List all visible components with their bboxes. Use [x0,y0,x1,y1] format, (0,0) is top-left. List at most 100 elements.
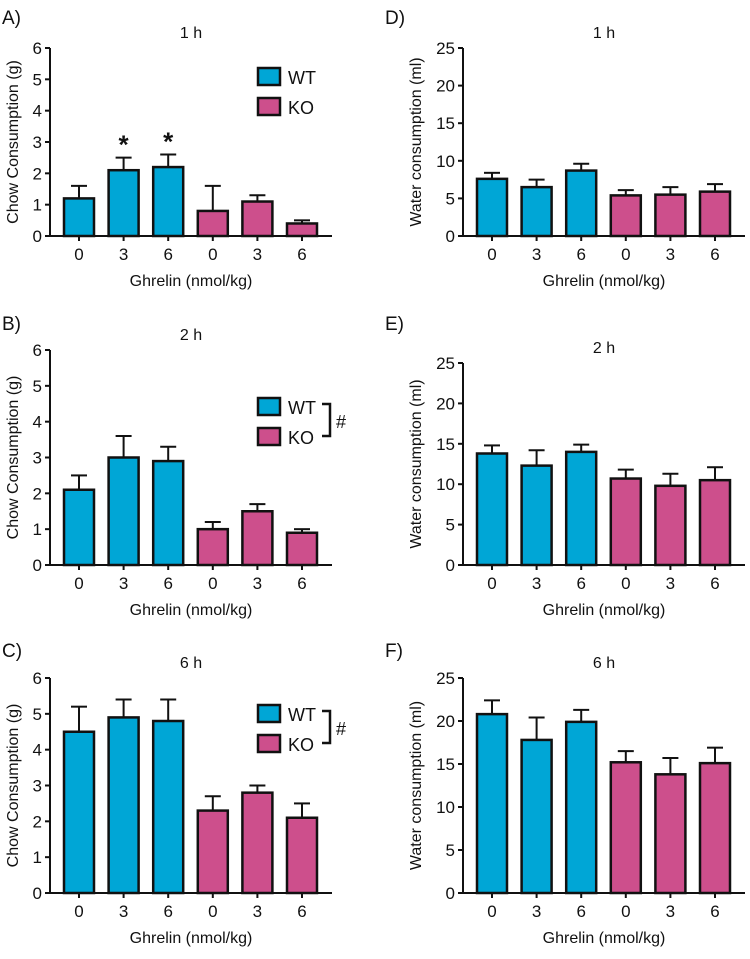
y-axis-label: Water consumption (ml) [408,379,425,548]
bar-wt [151,165,185,238]
y-tick-label: 6 [33,669,42,688]
panel-label: A) [2,8,21,29]
x-tick-label: 6 [576,245,585,264]
y-tick-label: 1 [33,196,42,215]
bar-ko [654,484,687,567]
x-axis-label: Ghrelin (nmol/kg) [543,930,666,947]
bar-ko [609,761,643,895]
y-axis-label: Chow Consumption (g) [5,60,22,224]
x-tick-label: 3 [119,245,128,264]
y-tick-label: 4 [33,102,42,121]
x-tick-label: 3 [253,245,262,264]
y-tick-label: 3 [33,449,42,468]
bar-ko [241,510,274,567]
legend-label-ko: KO [288,98,314,118]
y-axis-label: Chow Consumption (g) [5,376,22,540]
legend-label-ko: KO [288,428,314,448]
x-axis-label: Ghrelin (nmol/kg) [130,930,253,947]
bar-wt [151,459,185,567]
x-tick-label: 6 [576,902,585,921]
y-tick-label: 10 [436,152,455,171]
panel-label: F) [385,641,403,662]
y-tick-label: 1 [33,848,42,867]
x-tick-label: 3 [532,574,541,593]
y-tick-label: 0 [446,884,455,903]
legend-swatch-ko [256,96,282,117]
bar-ko [698,761,732,895]
x-tick-label: 0 [208,574,217,593]
x-tick-label: 0 [74,902,83,921]
x-tick-label: 3 [532,902,541,921]
y-tick-label: 0 [446,227,455,246]
y-tick-label: 20 [436,394,455,413]
x-tick-label: 3 [666,574,675,593]
x-tick-label: 0 [621,245,630,264]
legend-swatch-ko [256,426,282,447]
x-tick-label: 6 [710,902,719,921]
bar-ko [196,209,230,238]
panel-a: A) 1 h 0 1 2 3 4 5 6 Chow Consumption (g) 0 3 * 6 * 0 3 6… [2,8,332,290]
panel-title: 2 h [180,327,202,344]
bar-wt [107,456,140,567]
bar-ko [609,194,643,238]
x-tick-label: 0 [74,245,83,264]
x-tick-label: 6 [297,574,306,593]
legend-significance-mark: # [336,412,346,432]
legend-bracket [322,402,332,438]
legend-bracket [322,709,332,745]
y-tick-label: 5 [446,516,455,535]
x-tick-label: 6 [576,574,585,593]
x-axis-label: Ghrelin (nmol/kg) [130,273,253,290]
panel-label: B) [2,314,21,335]
y-tick-label: 2 [33,484,42,503]
bar-ko [196,809,230,895]
x-tick-label: 6 [163,902,172,921]
legend: WT KO # [256,703,346,755]
panel-d: D) 1 h 0 5 10 15 20 25 Water consumption (ml) 0 3 6… [385,8,745,290]
y-tick-label: 10 [436,475,455,494]
bar-wt [62,730,96,895]
y-tick-label: 15 [436,114,455,133]
x-tick-label: 3 [253,902,262,921]
y-axis-label: Water consumption (ml) [408,701,425,870]
bar-wt [475,712,509,895]
legend: WT KO # [256,396,346,448]
panel-title: 6 h [593,655,615,672]
x-axis-label: Ghrelin (nmol/kg) [543,273,666,290]
x-tick-label: 3 [253,574,262,593]
x-tick-label: 3 [666,902,675,921]
y-axis-label: Chow Consumption (g) [5,704,22,868]
y-tick-label: 25 [436,354,455,373]
bar-ko [196,527,230,567]
y-tick-label: 6 [33,39,42,58]
bar-wt [564,720,598,895]
y-tick-label: 5 [446,841,455,860]
legend-swatch-ko [256,733,282,754]
panel-label: D) [385,8,405,29]
y-tick-label: 15 [436,755,455,774]
y-tick-label: 3 [33,777,42,796]
bar-wt [520,464,553,567]
bar-wt [475,177,509,238]
legend-swatch-wt [256,396,282,417]
y-tick-label: 0 [446,556,455,575]
y-axis-label: Water consumption (ml) [408,57,425,226]
bar-wt [62,197,96,238]
x-tick-label: 0 [621,574,630,593]
y-tick-label: 4 [33,413,42,432]
panel-title: 1 h [593,25,615,42]
y-tick-label: 15 [436,435,455,454]
bar-ko [654,193,687,238]
y-tick-label: 0 [33,227,42,246]
legend-label-wt: WT [288,68,316,88]
legend: WT KO [256,66,316,118]
y-tick-label: 6 [33,341,42,360]
x-axis-label: Ghrelin (nmol/kg) [130,602,253,619]
y-tick-label: 3 [33,133,42,152]
legend-label-wt: WT [288,705,316,725]
panel-title: 1 h [180,25,202,42]
x-tick-label: 6 [710,574,719,593]
legend-label-wt: WT [288,398,316,418]
x-tick-label: 0 [74,574,83,593]
x-tick-label: 0 [487,574,496,593]
